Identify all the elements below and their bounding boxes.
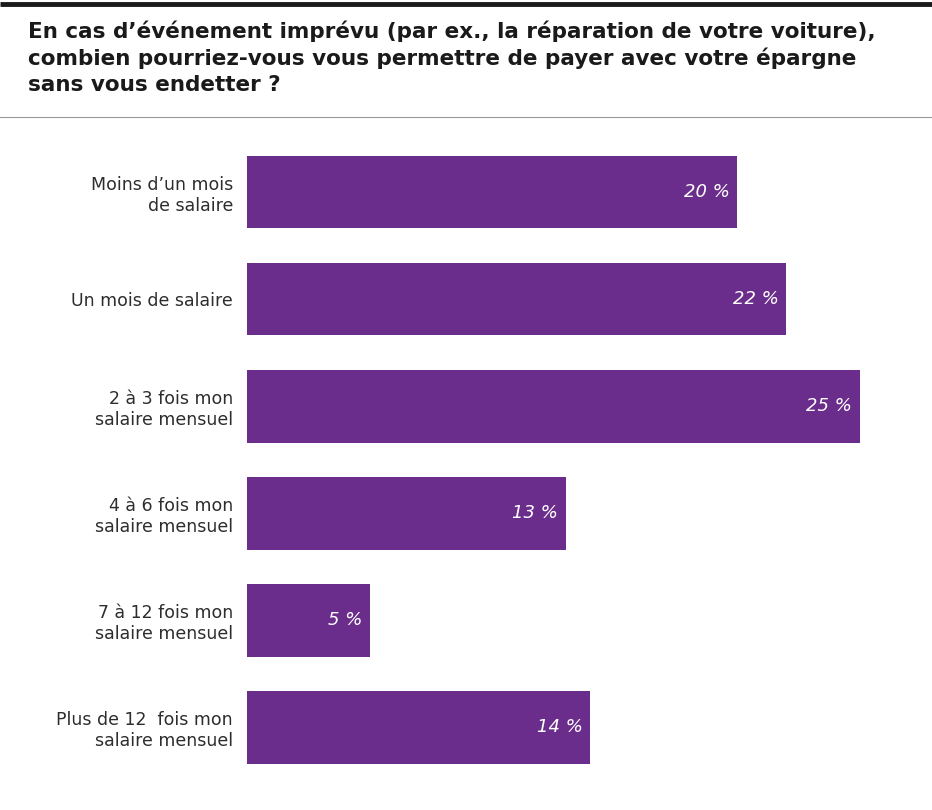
Bar [247, 369, 859, 442]
Bar [247, 262, 787, 335]
Text: 20 %: 20 % [684, 183, 730, 201]
Text: 5 %: 5 % [328, 612, 363, 629]
Text: 13 %: 13 % [513, 504, 558, 522]
Text: En cas d’événement imprévu (par ex., la réparation de votre voiture),
combien po: En cas d’événement imprévu (par ex., la … [28, 20, 875, 95]
Bar [247, 156, 737, 228]
Text: 25 %: 25 % [806, 397, 853, 416]
Text: 14 %: 14 % [537, 718, 582, 736]
Bar [247, 477, 566, 550]
Text: 22 %: 22 % [733, 290, 779, 308]
Bar [247, 584, 369, 657]
Bar [247, 691, 590, 764]
